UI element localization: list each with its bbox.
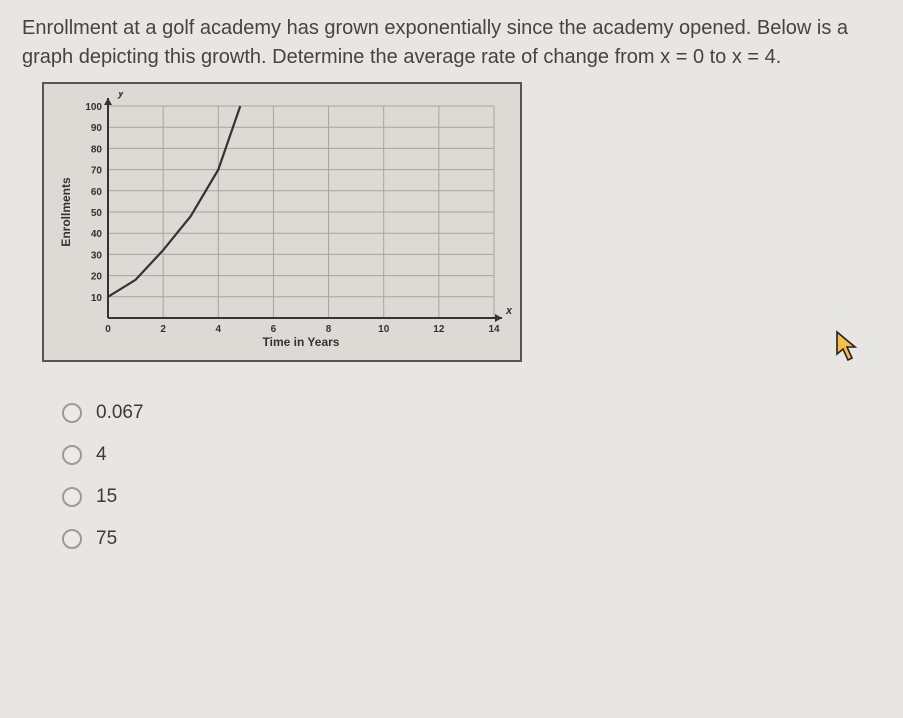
- svg-text:100: 100: [85, 102, 102, 113]
- svg-text:12: 12: [433, 324, 445, 335]
- svg-text:2: 2: [160, 324, 166, 335]
- svg-text:10: 10: [378, 324, 390, 335]
- radio-icon: [62, 403, 82, 423]
- radio-icon: [62, 529, 82, 549]
- chart-container: 10 20 30 40 50 60 70 80 90 100 0 2 4 6 8 10 12 14 y x Time i…: [42, 82, 522, 362]
- svg-text:60: 60: [91, 187, 103, 198]
- svg-text:14: 14: [488, 324, 500, 335]
- svg-text:70: 70: [91, 166, 103, 177]
- option-label: 15: [96, 486, 117, 508]
- option-label: 0.067: [96, 402, 144, 424]
- option-label: 4: [96, 444, 107, 466]
- question-text: Enrollment at a golf academy has grown e…: [22, 14, 881, 72]
- option-label: 75: [96, 528, 117, 550]
- svg-text:90: 90: [91, 123, 103, 134]
- svg-text:x: x: [505, 305, 512, 317]
- svg-text:10: 10: [91, 293, 103, 304]
- option-0[interactable]: 0.067: [62, 402, 881, 424]
- svg-text:4: 4: [216, 324, 222, 335]
- svg-text:0: 0: [105, 324, 111, 335]
- svg-text:20: 20: [91, 272, 103, 283]
- svg-text:y: y: [117, 92, 125, 99]
- question-line1: Enrollment at a golf academy has grown e…: [22, 17, 751, 39]
- svg-text:50: 50: [91, 208, 103, 219]
- radio-icon: [62, 487, 82, 507]
- option-2[interactable]: 15: [62, 486, 881, 508]
- svg-text:6: 6: [271, 324, 277, 335]
- radio-icon: [62, 445, 82, 465]
- svg-text:40: 40: [91, 229, 103, 240]
- cursor-icon: [835, 330, 861, 362]
- enrollment-chart: 10 20 30 40 50 60 70 80 90 100 0 2 4 6 8 10 12 14 y x Time i…: [52, 92, 512, 352]
- svg-text:8: 8: [326, 324, 332, 335]
- svg-text:30: 30: [91, 250, 103, 261]
- svg-text:Enrollments: Enrollments: [59, 177, 73, 247]
- svg-text:80: 80: [91, 144, 103, 155]
- svg-text:Time in Years: Time in Years: [263, 335, 340, 349]
- option-1[interactable]: 4: [62, 444, 881, 466]
- question-line3: = 0 to x = 4.: [676, 46, 782, 68]
- answer-options: 0.067 4 15 75: [62, 402, 881, 550]
- option-3[interactable]: 75: [62, 528, 881, 550]
